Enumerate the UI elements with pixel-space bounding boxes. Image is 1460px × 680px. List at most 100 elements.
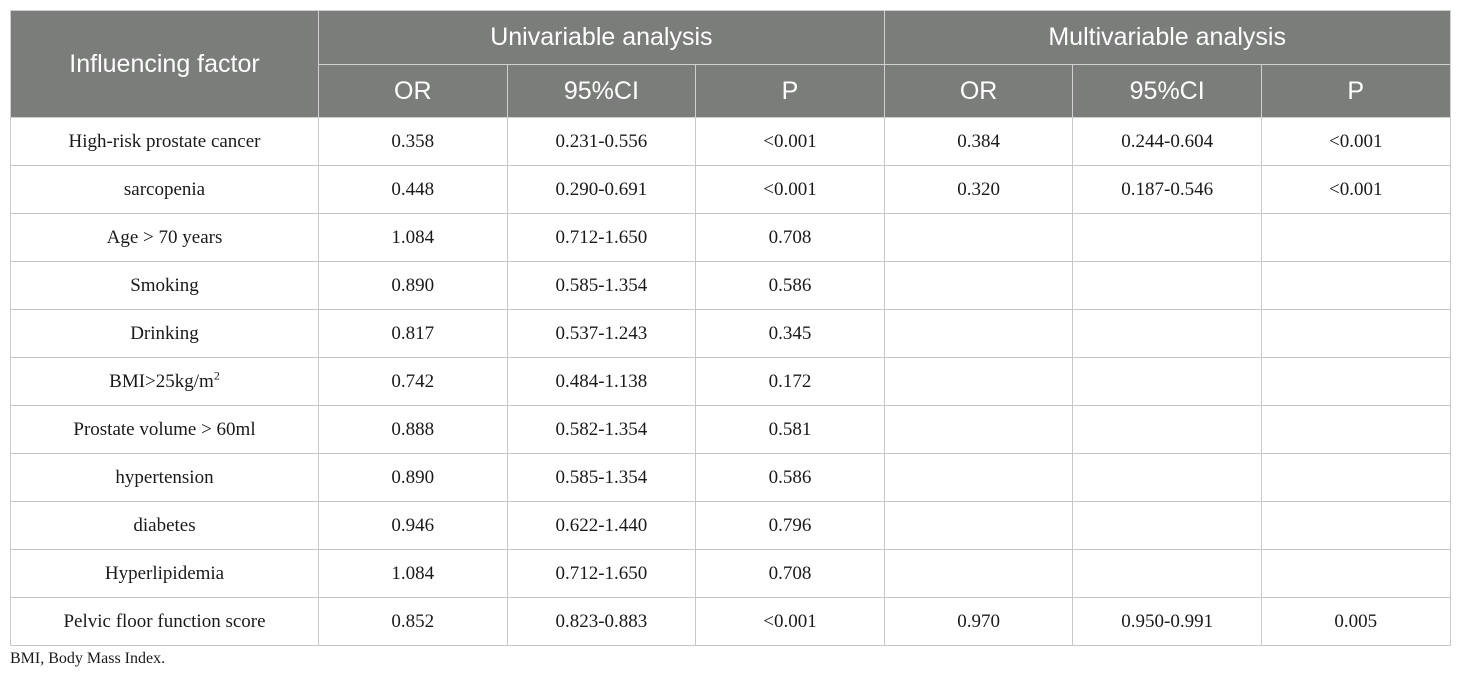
cell-uni-or: 0.448: [318, 165, 508, 214]
factor-label: Drinking: [130, 322, 199, 344]
factor-label: sarcopenia: [123, 178, 206, 200]
cell-uni-ci: 0.622-1.440: [506, 501, 697, 550]
cell-multi-p: [1260, 309, 1451, 358]
cell-multi-or: [883, 213, 1074, 262]
table-row: BMI>25kg/m2 0.742 0.484-1.138 0.172: [10, 357, 1451, 406]
cell-uni-p: 0.172: [695, 357, 885, 406]
cell-uni-p: 0.796: [695, 501, 885, 550]
cell-multi-ci: [1072, 549, 1262, 598]
cell-factor: Prostate volume > 60ml: [10, 405, 319, 454]
cell-uni-or: 0.890: [318, 453, 508, 502]
cell-multi-p: [1260, 213, 1451, 262]
table-row: Drinking 0.817 0.537-1.243 0.345: [10, 309, 1451, 358]
factor-label: Pelvic floor function score: [63, 610, 266, 632]
cell-multi-ci: [1072, 213, 1262, 262]
cell-multi-p: [1260, 501, 1451, 550]
cell-uni-ci: 0.712-1.650: [506, 549, 697, 598]
header-uni-or: OR: [318, 64, 508, 118]
cell-factor: BMI>25kg/m2: [10, 357, 319, 406]
cell-uni-p: 0.586: [695, 453, 885, 502]
cell-uni-or: 0.890: [318, 261, 508, 310]
cell-multi-p: <0.001: [1260, 165, 1451, 214]
cell-uni-ci: 0.582-1.354: [506, 405, 697, 454]
table-row: Age > 70 years 1.084 0.712-1.650 0.708: [10, 213, 1451, 262]
cell-multi-ci: [1072, 357, 1262, 406]
regression-table-container: Influencing factor Univariable analysis …: [10, 10, 1451, 646]
cell-uni-or: 0.946: [318, 501, 508, 550]
factor-superscript: 2: [213, 368, 220, 383]
cell-multi-or: 0.970: [883, 597, 1074, 646]
cell-multi-ci: [1072, 405, 1262, 454]
cell-uni-or: 0.817: [318, 309, 508, 358]
cell-multi-or: [883, 261, 1074, 310]
table-row: Pelvic floor function score 0.852 0.823-0.…: [10, 597, 1451, 646]
cell-factor: sarcopenia: [10, 165, 319, 214]
cell-multi-ci: [1072, 453, 1262, 502]
cell-factor: diabetes: [10, 501, 319, 550]
cell-factor: Hyperlipidemia: [10, 549, 319, 598]
cell-multi-p: [1260, 405, 1451, 454]
cell-multi-p: <0.001: [1260, 117, 1451, 166]
cell-uni-or: 0.742: [318, 357, 508, 406]
cell-uni-p: 0.708: [695, 213, 885, 262]
cell-uni-or: 0.888: [318, 405, 508, 454]
header-uni-ci: 95%CI: [506, 64, 697, 118]
cell-multi-ci: [1072, 261, 1262, 310]
cell-multi-ci: 0.950-0.991: [1072, 597, 1262, 646]
cell-multi-ci: [1072, 501, 1262, 550]
cell-factor: hypertension: [10, 453, 319, 502]
cell-multi-p: [1260, 261, 1451, 310]
header-influencing-factor: Influencing factor: [10, 10, 319, 118]
cell-multi-or: [883, 405, 1074, 454]
factor-label: Age > 70 years: [106, 226, 223, 248]
table-row: Prostate volume > 60ml 0.888 0.582-1.354 0.…: [10, 405, 1451, 454]
cell-factor: Smoking: [10, 261, 319, 310]
cell-uni-ci: 0.585-1.354: [506, 261, 697, 310]
cell-multi-or: [883, 453, 1074, 502]
cell-multi-p: [1260, 549, 1451, 598]
table-row: sarcopenia 0.448 0.290-0.691 <0.001 0.320 0.1…: [10, 165, 1451, 214]
cell-uni-or: 0.358: [318, 117, 508, 166]
header-uni-p: P: [695, 64, 885, 118]
table-row: Smoking 0.890 0.585-1.354 0.586: [10, 261, 1451, 310]
cell-uni-or: 1.084: [318, 213, 508, 262]
cell-uni-ci: 0.484-1.138: [506, 357, 697, 406]
factor-label: Hyperlipidemia: [104, 562, 225, 584]
factor-label: Smoking: [130, 274, 199, 296]
cell-uni-ci: 0.290-0.691: [506, 165, 697, 214]
cell-multi-p: 0.005: [1260, 597, 1451, 646]
cell-factor: High-risk prostate cancer: [10, 117, 319, 166]
cell-multi-or: 0.384: [883, 117, 1074, 166]
cell-uni-ci: 0.712-1.650: [506, 213, 697, 262]
cell-uni-p: 0.345: [695, 309, 885, 358]
cell-uni-p: <0.001: [695, 117, 885, 166]
cell-multi-or: [883, 357, 1074, 406]
factor-label: hypertension: [115, 466, 214, 488]
table-row: High-risk prostate cancer 0.358 0.231-0.55…: [10, 117, 1451, 166]
cell-multi-p: [1260, 453, 1451, 502]
factor-label: High-risk prostate cancer: [68, 130, 261, 152]
cell-multi-ci: 0.244-0.604: [1072, 117, 1262, 166]
table-row: hypertension 0.890 0.585-1.354 0.586: [10, 453, 1451, 502]
cell-uni-ci: 0.231-0.556: [506, 117, 697, 166]
cell-uni-or: 0.852: [318, 597, 508, 646]
cell-multi-p: [1260, 357, 1451, 406]
table-body: High-risk prostate cancer 0.358 0.231-0.55…: [10, 117, 1451, 646]
cell-factor: Age > 70 years: [10, 213, 319, 262]
cell-uni-p: 0.581: [695, 405, 885, 454]
factor-label: diabetes: [133, 514, 196, 536]
cell-multi-or: [883, 549, 1074, 598]
cell-multi-or: 0.320: [883, 165, 1074, 214]
cell-multi-ci: 0.187-0.546: [1072, 165, 1262, 214]
cell-uni-ci: 0.537-1.243: [506, 309, 697, 358]
table-row: diabetes 0.946 0.622-1.440 0.796: [10, 501, 1451, 550]
cell-uni-p: <0.001: [695, 597, 885, 646]
table-footnote: BMI, Body Mass Index.: [10, 650, 166, 667]
factor-label: BMI>25kg/m: [109, 370, 214, 392]
header-multi-p: P: [1260, 64, 1451, 118]
table-row: Hyperlipidemia 1.084 0.712-1.650 0.708: [10, 549, 1451, 598]
header-multi-or: OR: [883, 64, 1074, 118]
cell-uni-p: 0.708: [695, 549, 885, 598]
factor-label: Prostate volume > 60ml: [73, 418, 256, 440]
cell-uni-p: 0.586: [695, 261, 885, 310]
